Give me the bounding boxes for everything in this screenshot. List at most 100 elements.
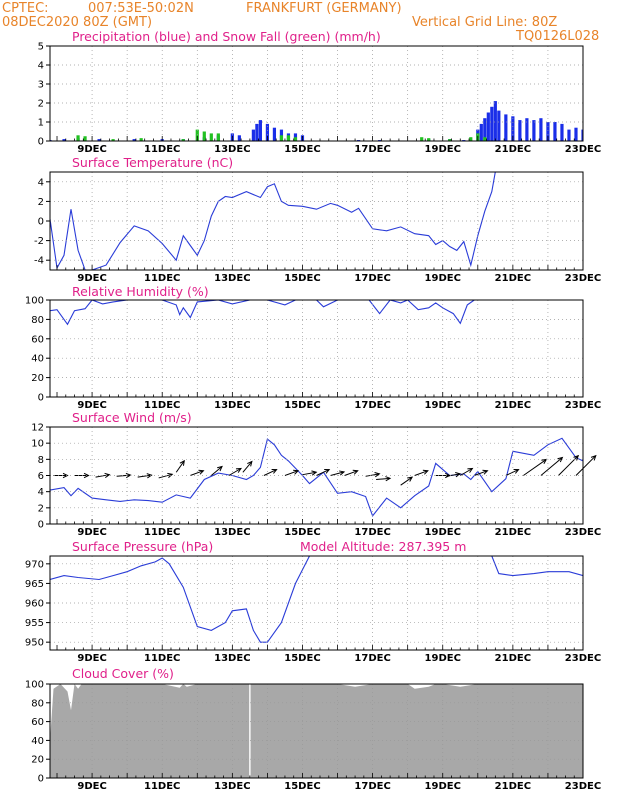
- precip-bar-precip-34: [518, 120, 522, 141]
- precip-panel: Precipitation (blue) and Snow Fall (gree…: [38, 29, 602, 155]
- wind-arrowhead-2: [104, 472, 111, 479]
- pressure-xlabel-6: 21DEC: [495, 653, 531, 664]
- precip-bar-snow-15: [469, 137, 473, 141]
- header-grid-note: Vertical Grid Line: 80Z: [412, 15, 557, 30]
- cloud-xlabel-6: 21DEC: [495, 781, 531, 792]
- cloud-ylabel-2: 40: [31, 736, 44, 747]
- cloud-xlabel-1: 11DEC: [144, 781, 180, 792]
- wind-arrow-24: [474, 470, 488, 476]
- pressure-xlabel-4: 17DEC: [354, 653, 390, 664]
- rh-xlabel-3: 15DEC: [284, 400, 320, 411]
- cloud-xlabel-7: 23DEC: [565, 781, 601, 792]
- wind-ylabel-6: 12: [31, 423, 44, 434]
- temp-ylabel-4: 4: [38, 177, 44, 188]
- precip-ylabel-4: 4: [38, 61, 44, 72]
- temp-panel: Surface Temperature (nC) -4 -2 0 2 4 9DEC 11DE…: [34, 155, 601, 284]
- wind-arrow-20: [414, 470, 429, 476]
- wind-arrowhead-12: [293, 469, 300, 475]
- cloud-ylabel-3: 60: [31, 717, 44, 728]
- wind-arrow-9: [228, 468, 242, 476]
- wind-arrowhead-6: [179, 459, 185, 466]
- wind-arrows: [53, 454, 597, 486]
- wind-xlabel-1: 11DEC: [144, 527, 180, 538]
- cloud-ylabel-1: 20: [31, 755, 44, 766]
- cloud-area: [50, 684, 583, 778]
- wind-ylabel-0: 0: [38, 520, 44, 531]
- pressure-xlabel-0: 9DEC: [77, 653, 106, 664]
- wind-arrow-12: [284, 470, 299, 476]
- wind-title: Surface Wind (m/s): [72, 410, 192, 425]
- wind-arrowhead-3: [125, 472, 132, 479]
- precip-xlabel-0: 9DEC: [77, 144, 106, 155]
- wind-arrowhead-15: [339, 470, 346, 476]
- wind-xlabel-5: 19DEC: [425, 527, 461, 538]
- wind-arrow-6: [175, 460, 185, 473]
- pressure-ylabel-3: 965: [25, 579, 44, 590]
- wind-arrowhead-8: [217, 465, 223, 472]
- wind-xlabel-6: 21DEC: [495, 527, 531, 538]
- precip-bar-precip-42: [574, 127, 578, 141]
- rh-ylabel-1: 20: [31, 373, 44, 384]
- precip-bar-snow-14: [448, 139, 452, 141]
- wind-arrow-10: [242, 461, 253, 473]
- wind-xlabel-0: 9DEC: [77, 527, 106, 538]
- temp-xlabel-5: 19DEC: [425, 273, 461, 284]
- precip-bar-precip-33: [511, 116, 515, 141]
- wind-arrowhead-0: [62, 472, 69, 479]
- wind-arrowhead-17: [374, 472, 381, 478]
- precip-bar-snow-12: [420, 137, 424, 141]
- temp-xlabel-7: 23DEC: [565, 273, 601, 284]
- precip-bar-snow-5: [195, 129, 199, 141]
- precip-bar-precip-30: [493, 101, 497, 141]
- precip-xlabel-3: 15DEC: [284, 144, 320, 155]
- wind-panel: Surface Wind (m/s) 0 2 4 6 8 10 12 9DEC 11DEC 13D…: [31, 410, 601, 538]
- precip-bar-snow-2: [111, 139, 115, 141]
- cloud-xlabel-2: 13DEC: [214, 781, 250, 792]
- wind-xlabel-4: 17DEC: [354, 527, 390, 538]
- wind-ylabel-4: 8: [38, 455, 44, 466]
- precip-frame: [49, 45, 584, 142]
- temp-xlabel-6: 21DEC: [495, 273, 531, 284]
- wind-arrow-29: [575, 455, 597, 476]
- precip-bar-precip-31: [497, 110, 501, 141]
- precip-bar-snow-3: [139, 138, 143, 141]
- wind-arrowhead-5: [167, 472, 174, 478]
- temp-frame: [49, 171, 584, 271]
- cloud-panel: Cloud Cover (%) 0 20 40 60 80 100 9DEC 11DEC 13D…: [25, 666, 601, 792]
- header-agency: CPTEC:: [2, 1, 49, 16]
- precip-bar-precip-11: [251, 129, 255, 141]
- header-code: TQ0126L028: [515, 29, 599, 44]
- wind-ylabel-1: 2: [38, 503, 44, 514]
- rh-title: Relative Humidity (%): [72, 284, 209, 299]
- pressure-ylabel-2: 960: [25, 599, 44, 610]
- wind-arrowhead-20: [422, 469, 429, 475]
- rh-xlabel-4: 17DEC: [354, 400, 390, 411]
- wind-arrow-8: [210, 466, 223, 476]
- cloud-ylabel-4: 80: [31, 698, 44, 709]
- header-coords: 007:53E-50:02N: [88, 1, 194, 16]
- cloud-plot: [50, 684, 583, 778]
- wind-arrow-25: [505, 469, 519, 476]
- wind-line: [50, 437, 583, 518]
- precip-bar-snow-8: [216, 133, 220, 141]
- pressure-ylabel-4: 970: [25, 559, 44, 570]
- pressure-ylabel-0: 950: [25, 638, 44, 649]
- precip-bar-snow-10: [286, 135, 291, 141]
- wind-arrowhead-14: [324, 469, 331, 474]
- pressure-xlabel-1: 11DEC: [144, 653, 180, 664]
- wind-arrowhead-13: [311, 470, 318, 476]
- precip-plot: [50, 101, 583, 141]
- pressure-xlabel-5: 19DEC: [425, 653, 461, 664]
- wind-arrow-16: [344, 470, 358, 476]
- rh-xlabel-0: 9DEC: [77, 400, 106, 411]
- temp-xlabel-3: 15DEC: [284, 273, 320, 284]
- rh-line: [50, 300, 583, 326]
- wind-arrowhead-23: [467, 467, 474, 473]
- precip-bar-precip-3: [97, 139, 101, 141]
- wind-arrow-23: [460, 468, 473, 476]
- wind-arrow-11: [263, 469, 277, 476]
- wind-arrowhead-22: [455, 472, 462, 478]
- wind-arrowhead-28: [573, 454, 580, 461]
- rh-ylabel-4: 80: [31, 315, 44, 326]
- cloud-xlabel-4: 17DEC: [354, 781, 390, 792]
